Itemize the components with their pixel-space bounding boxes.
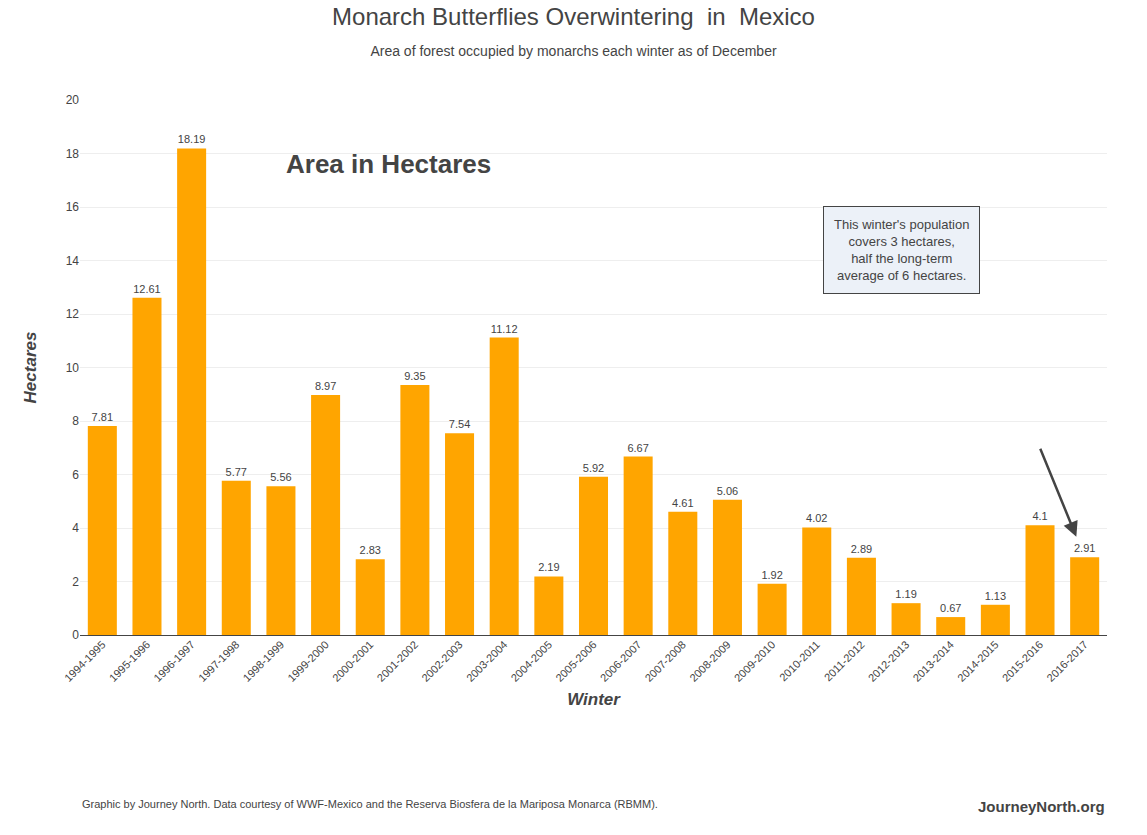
svg-text:5.56: 5.56 <box>270 471 291 483</box>
svg-text:2013-2014: 2013-2014 <box>910 638 956 684</box>
svg-text:2010-2011: 2010-2011 <box>777 638 822 683</box>
svg-text:5.77: 5.77 <box>226 466 247 478</box>
svg-text:14: 14 <box>66 254 80 268</box>
svg-text:1996-1997: 1996-1997 <box>151 638 197 684</box>
svg-text:2015-2016: 2015-2016 <box>1000 638 1046 684</box>
svg-text:20: 20 <box>66 93 80 107</box>
svg-text:2012-2013: 2012-2013 <box>866 638 912 684</box>
svg-text:8.97: 8.97 <box>315 380 336 392</box>
svg-text:9.35: 9.35 <box>404 370 425 382</box>
svg-text:2014-2015: 2014-2015 <box>955 638 1001 684</box>
svg-text:5.06: 5.06 <box>717 485 738 497</box>
svg-text:0.67: 0.67 <box>940 602 961 614</box>
svg-text:2016-2017: 2016-2017 <box>1044 638 1090 684</box>
svg-text:2003-2004: 2003-2004 <box>464 638 510 684</box>
svg-text:2.89: 2.89 <box>851 543 872 555</box>
svg-text:16: 16 <box>66 200 80 214</box>
svg-text:1994-1995: 1994-1995 <box>62 638 108 684</box>
svg-text:4.02: 4.02 <box>806 512 827 524</box>
svg-text:1995-1996: 1995-1996 <box>107 638 153 684</box>
svg-text:4.1: 4.1 <box>1032 510 1047 522</box>
svg-text:7.54: 7.54 <box>449 418 470 430</box>
svg-text:11.12: 11.12 <box>491 323 518 335</box>
svg-text:2001-2002: 2001-2002 <box>375 638 421 684</box>
svg-text:2007-2008: 2007-2008 <box>642 638 688 684</box>
svg-text:7.81: 7.81 <box>92 411 113 423</box>
svg-text:2.91: 2.91 <box>1074 542 1095 554</box>
svg-text:Hectares: Hectares <box>21 332 40 404</box>
svg-text:Monarch Butterflies Overwinter: Monarch Butterflies Overwintering in Mex… <box>332 3 815 59</box>
svg-text:1998-1999: 1998-1999 <box>241 638 287 684</box>
svg-text:1.13: 1.13 <box>985 590 1006 602</box>
svg-text:2009-2010: 2009-2010 <box>732 638 778 684</box>
svg-text:Winter: Winter <box>567 690 621 709</box>
svg-text:10: 10 <box>66 361 80 375</box>
svg-text:This winter's populationcovers: This winter's populationcovers 3 hectare… <box>834 217 969 283</box>
svg-text:2004-2005: 2004-2005 <box>508 638 554 684</box>
svg-text:12.61: 12.61 <box>133 283 161 295</box>
svg-text:JourneyNorth.org: JourneyNorth.org <box>978 798 1105 815</box>
svg-text:1999-2000: 1999-2000 <box>285 638 331 684</box>
svg-text:2000-2001: 2000-2001 <box>330 638 376 684</box>
svg-text:4: 4 <box>72 521 79 535</box>
svg-text:2005-2006: 2005-2006 <box>553 638 599 684</box>
svg-text:2.83: 2.83 <box>360 544 381 556</box>
svg-text:4.61: 4.61 <box>672 497 693 509</box>
svg-text:2008-2009: 2008-2009 <box>687 638 733 684</box>
svg-text:2011-2012: 2011-2012 <box>822 638 867 683</box>
svg-text:12: 12 <box>66 307 80 321</box>
svg-text:0: 0 <box>72 628 79 642</box>
svg-text:2: 2 <box>72 575 79 589</box>
svg-text:1.19: 1.19 <box>895 588 916 600</box>
svg-text:2.19: 2.19 <box>538 561 559 573</box>
svg-text:2002-2003: 2002-2003 <box>419 638 465 684</box>
svg-text:Area in Hectares: Area in Hectares <box>286 149 491 179</box>
svg-text:Graphic by Journey North. Data: Graphic by Journey North. Data courtesy … <box>82 798 658 810</box>
svg-text:1.92: 1.92 <box>761 569 782 581</box>
svg-text:8: 8 <box>72 414 79 428</box>
svg-text:6: 6 <box>72 468 79 482</box>
svg-text:18: 18 <box>66 147 80 161</box>
svg-text:5.92: 5.92 <box>583 462 604 474</box>
svg-text:1997-1998: 1997-1998 <box>196 638 242 684</box>
svg-text:6.67: 6.67 <box>627 442 648 454</box>
svg-text:18.19: 18.19 <box>178 133 206 145</box>
svg-text:2006-2007: 2006-2007 <box>598 638 644 684</box>
